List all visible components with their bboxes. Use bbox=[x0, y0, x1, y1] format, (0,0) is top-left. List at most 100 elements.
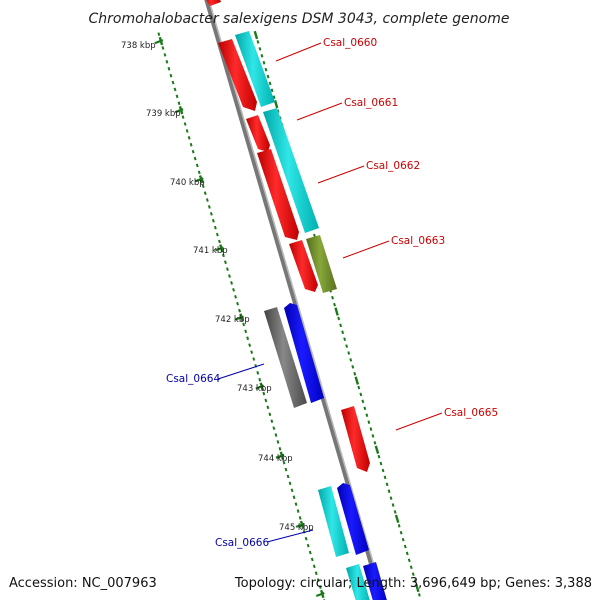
ruler-minor-tick bbox=[246, 336, 250, 341]
ruler-minor-tick bbox=[218, 239, 221, 244]
gene-labels: Csal_0660 Csal_0661 Csal_0662 Csal_0663 … bbox=[166, 37, 498, 549]
ruler-minor-tick bbox=[236, 301, 239, 306]
ruler-minor-tick bbox=[288, 481, 292, 486]
ruler-minor-tick bbox=[189, 142, 193, 147]
ruler-minor-tick bbox=[262, 391, 266, 396]
ruler-labels: 738 kbp 739 kbp 740 kbp 741 kbp 742 kbp … bbox=[121, 41, 314, 533]
ruler-minor-tick bbox=[258, 47, 262, 51]
ruler-minor-tick bbox=[211, 218, 215, 223]
ruler-minor-tick bbox=[359, 392, 363, 397]
gene-label-csal-0664[interactable]: Csal_0664 bbox=[166, 373, 220, 385]
ruler-minor-tick bbox=[373, 441, 377, 445]
ruler-minor-tick bbox=[409, 565, 413, 570]
ruler-kbp-marker bbox=[215, 246, 224, 252]
rna-0661-block[interactable] bbox=[263, 108, 319, 233]
ruler-minor-tick bbox=[177, 101, 181, 106]
gene-features bbox=[203, 0, 388, 600]
ruler-minor-tick bbox=[318, 585, 322, 589]
ruler-minor-tick bbox=[258, 377, 262, 382]
ruler-minor-tick bbox=[314, 571, 318, 576]
gene-label-csal-0662[interactable]: Csal_0662 bbox=[366, 160, 420, 172]
ruler-minor-tick bbox=[294, 502, 298, 506]
ruler-minor-tick bbox=[383, 475, 387, 480]
ruler-minor-tick bbox=[175, 94, 179, 99]
ruler-label-742: 742 kbp bbox=[215, 315, 250, 325]
ruler-minor-tick bbox=[262, 60, 266, 65]
rna-bottom-fragment[interactable] bbox=[346, 564, 371, 600]
ruler-minor-tick bbox=[290, 488, 294, 493]
leader-line-csal-0660 bbox=[275, 42, 322, 62]
ruler-minor-tick bbox=[171, 80, 175, 85]
ruler-minor-tick bbox=[232, 288, 235, 292]
ruler-minor-tick bbox=[312, 564, 316, 569]
ruler-minor-tick bbox=[361, 399, 365, 404]
pseudo-gene-0664[interactable] bbox=[264, 307, 307, 408]
gene-label-csal-0661[interactable]: Csal_0661 bbox=[344, 97, 398, 109]
ruler-minor-tick bbox=[393, 510, 397, 514]
ruler-minor-tick bbox=[369, 427, 373, 431]
ruler-minor-tick bbox=[347, 351, 351, 355]
gene-label-csal-0663[interactable]: Csal_0663 bbox=[391, 235, 445, 247]
ruler-major-tick bbox=[253, 30, 259, 40]
ruler-label-741: 741 kbp bbox=[193, 246, 228, 256]
ruler-minor-tick bbox=[343, 337, 347, 341]
ruler-kbp-marker bbox=[315, 591, 325, 598]
gene-csal-0666-arrow[interactable] bbox=[337, 483, 369, 555]
ruler-minor-tick bbox=[387, 489, 391, 494]
ruler-minor-tick bbox=[197, 170, 201, 175]
ruler-major-tick bbox=[394, 514, 400, 524]
leader-line-csal-0665 bbox=[395, 412, 443, 431]
ruler-minor-tick bbox=[248, 343, 252, 347]
ruler-minor-tick bbox=[185, 129, 189, 133]
gene-csal-0662-arrow[interactable] bbox=[257, 149, 299, 240]
ruler-minor-tick bbox=[270, 88, 274, 93]
gene-label-csal-0665[interactable]: Csal_0665 bbox=[444, 407, 498, 419]
leader-line-csal-0661 bbox=[296, 102, 343, 121]
ruler-minor-tick bbox=[268, 81, 272, 86]
ruler-minor-tick bbox=[363, 406, 367, 411]
ruler-minor-tick bbox=[333, 302, 336, 307]
ruler-minor-tick bbox=[306, 543, 310, 548]
ruler-kbp-marker bbox=[255, 384, 265, 390]
ruler-minor-tick bbox=[339, 323, 343, 328]
ruler-minor-tick bbox=[316, 578, 320, 582]
ruler-minor-tick bbox=[191, 149, 195, 154]
ruler-minor-tick bbox=[230, 281, 233, 285]
gene-csal-0663-arrow[interactable] bbox=[289, 240, 318, 292]
genome-summary-text: Topology: circular; Length: 3,696,649 bp… bbox=[234, 576, 592, 591]
ruler-minor-tick bbox=[379, 461, 383, 466]
ruler-minor-tick bbox=[193, 156, 197, 161]
rna-0660-block[interactable] bbox=[235, 31, 275, 107]
rna-0666-block[interactable] bbox=[318, 486, 349, 557]
ruler-minor-tick bbox=[203, 191, 207, 195]
gene-csal-0665-arrow[interactable] bbox=[341, 406, 370, 472]
ruler-minor-tick bbox=[238, 308, 241, 313]
ruler-label-739: 739 kbp bbox=[146, 109, 181, 119]
ruler-minor-tick bbox=[270, 419, 274, 423]
ruler-minor-tick bbox=[399, 530, 403, 535]
ruler-minor-tick bbox=[391, 503, 395, 507]
gene-csal-0661-arrow[interactable] bbox=[246, 115, 270, 152]
gene-csal-0660-arrow[interactable] bbox=[218, 39, 257, 111]
ruler-minor-tick bbox=[284, 467, 288, 472]
ruler-minor-tick bbox=[411, 572, 415, 576]
feature-top-fragment[interactable] bbox=[203, 0, 221, 6]
gene-label-csal-0666[interactable]: Csal_0666 bbox=[215, 537, 269, 549]
ruler-minor-tick bbox=[413, 579, 417, 583]
leader-line-csal-0666 bbox=[266, 529, 314, 543]
ruler-minor-tick bbox=[304, 536, 308, 541]
ruler-minor-tick bbox=[183, 122, 187, 126]
gene-label-csal-0660[interactable]: Csal_0660 bbox=[323, 37, 377, 49]
ruler-major-tick bbox=[354, 376, 360, 385]
ruler-minor-tick bbox=[250, 350, 254, 354]
ruler-minor-tick bbox=[389, 496, 393, 500]
ruler-minor-tick bbox=[226, 267, 229, 271]
ruler-minor-tick bbox=[349, 358, 353, 362]
misc-feature-0663[interactable] bbox=[306, 235, 337, 293]
gene-csal-0664-arrow[interactable] bbox=[284, 303, 324, 403]
ruler-minor-tick bbox=[377, 454, 381, 459]
leader-line-csal-0662 bbox=[317, 165, 365, 184]
ruler-minor-tick bbox=[286, 474, 290, 479]
gene-bottom-fragment[interactable] bbox=[363, 562, 388, 600]
